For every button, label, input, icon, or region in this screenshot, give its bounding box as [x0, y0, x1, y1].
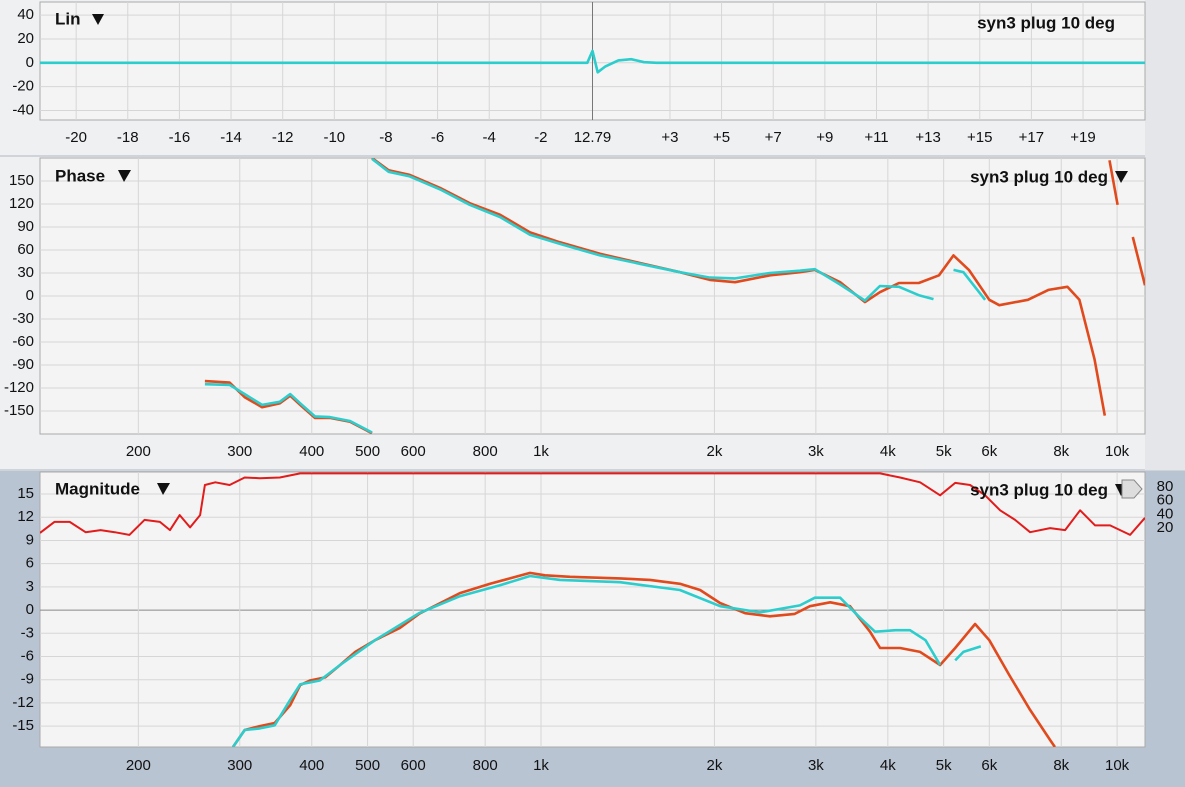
x-tick-label: +13	[915, 129, 940, 146]
x-tick-label: 600	[401, 757, 426, 774]
x-tick-label: -10	[323, 129, 345, 146]
x-tick-label: 500	[355, 757, 380, 774]
dropdown-arrow[interactable]	[118, 170, 131, 182]
x-tick-label: -2	[534, 129, 547, 146]
x-tick-label: 4k	[880, 443, 896, 460]
y-tick-label: 6	[26, 555, 34, 572]
y2-tick-label: 40	[1157, 505, 1174, 522]
coherence-trace	[40, 472, 1145, 536]
y-tick-label: -20	[12, 78, 34, 95]
x-tick-label: 10k	[1105, 757, 1130, 774]
x-tick-label: +3	[661, 129, 678, 146]
x-tick-label: 10k	[1105, 443, 1130, 460]
x-tick-label: 300	[227, 757, 252, 774]
x-tick-label: +15	[967, 129, 992, 146]
x-tick-label: -12	[272, 129, 294, 146]
x-tick-label: 6k	[981, 443, 997, 460]
y-tick-label: 90	[17, 218, 34, 235]
y-tick-label: 0	[26, 287, 34, 304]
dropdown-arrow[interactable]	[92, 14, 104, 25]
x-tick-label: 8k	[1053, 757, 1069, 774]
y-tick-label: 0	[26, 54, 34, 71]
y-tick-label: 40	[17, 6, 34, 23]
x-tick-label: 400	[299, 757, 324, 774]
y-tick-label: -30	[12, 310, 34, 327]
x-tick-label: -8	[379, 129, 392, 146]
magnitude-plot	[39, 471, 1146, 748]
x-tick-label: 200	[126, 757, 151, 774]
trace	[231, 574, 982, 747]
x-tick-label: +19	[1070, 129, 1095, 146]
x-tick-label: +17	[1019, 129, 1044, 146]
y-tick-label: -40	[12, 101, 34, 118]
lin-title[interactable]: Lin	[55, 9, 81, 28]
y2-tick-label: 60	[1157, 492, 1174, 509]
scroll-handle[interactable]	[1121, 479, 1143, 499]
y-tick-label: -3	[21, 624, 34, 641]
x-tick-label: -18	[117, 129, 139, 146]
x-tick-label: 3k	[808, 757, 824, 774]
x-tick-label: 2k	[707, 757, 723, 774]
dropdown-arrow[interactable]	[157, 483, 170, 495]
phase-title[interactable]: Phase	[55, 166, 105, 185]
y-tick-label: 60	[17, 241, 34, 258]
y-tick-label: 15	[17, 485, 34, 502]
side-strip	[1145, 0, 1185, 470]
trace-label[interactable]: syn3 plug 10 deg	[970, 167, 1108, 186]
x-tick-label: 400	[299, 443, 324, 460]
y2-tick-label: 80	[1157, 478, 1174, 495]
y-tick-label: 3	[26, 578, 34, 595]
y-tick-label: -90	[12, 356, 34, 373]
y-tick-label: 120	[9, 195, 34, 212]
x-tick-label: -20	[65, 129, 87, 146]
x-tick-label: -14	[220, 129, 242, 146]
x-tick-label: 5k	[936, 757, 952, 774]
x-tick-label: 800	[473, 443, 498, 460]
x-tick-label: 1k	[533, 757, 549, 774]
y-tick-label: 9	[26, 531, 34, 548]
y-tick-label: -15	[12, 717, 34, 734]
x-tick-label: 8k	[1053, 443, 1069, 460]
x-tick-label: +9	[816, 129, 833, 146]
y-tick-label: 30	[17, 264, 34, 281]
y-tick-label: -150	[4, 402, 34, 419]
x-tick-label: 500	[355, 443, 380, 460]
y-tick-label: -120	[4, 379, 34, 396]
y-tick-label: 20	[17, 30, 34, 47]
x-tick-label: 600	[401, 443, 426, 460]
x-tick-label: 3k	[808, 443, 824, 460]
x-tick-label: 300	[227, 443, 252, 460]
y-tick-label: 12	[17, 508, 34, 525]
x-tick-label: 2k	[707, 443, 723, 460]
magnitude-title[interactable]: Magnitude	[55, 479, 140, 498]
trace	[40, 49, 1145, 74]
y-tick-label: -12	[12, 694, 34, 711]
y2-tick-label: 20	[1157, 519, 1174, 536]
x-tick-label: 1k	[533, 443, 549, 460]
trace	[204, 158, 987, 434]
x-tick-label: 12.79	[574, 129, 612, 146]
x-tick-label: 6k	[981, 757, 997, 774]
x-tick-label: -4	[483, 129, 496, 146]
y-tick-label: -6	[21, 647, 34, 664]
x-tick-label: -6	[431, 129, 444, 146]
x-tick-label: 200	[126, 443, 151, 460]
trace-label: syn3 plug 10 deg	[977, 13, 1115, 32]
trace-label[interactable]: syn3 plug 10 deg	[970, 480, 1108, 499]
x-tick-label: 5k	[936, 443, 952, 460]
x-tick-label: 800	[473, 757, 498, 774]
y-tick-label: 0	[26, 601, 34, 618]
x-tick-label: +11	[864, 129, 888, 146]
x-tick-label: -16	[169, 129, 191, 146]
dropdown-arrow[interactable]	[1115, 171, 1128, 183]
x-tick-label: +7	[765, 129, 782, 146]
x-tick-label: +5	[713, 129, 730, 146]
x-tick-label: 4k	[880, 757, 896, 774]
y-tick-label: -60	[12, 333, 34, 350]
y-tick-label: -9	[21, 671, 34, 688]
y-tick-label: 150	[9, 172, 34, 189]
